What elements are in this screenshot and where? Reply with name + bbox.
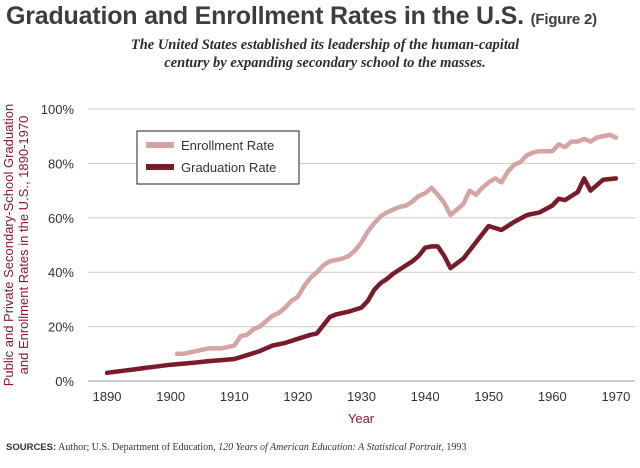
y-tick-label: 60% (48, 211, 74, 226)
y-axis-ticks: 0% 20% 40% 60% 80% 100% (41, 102, 75, 389)
series-lines (104, 132, 619, 376)
legend-label-enrollment: Enrollment Rate (181, 138, 274, 153)
chart-subtitle: The United States established its leader… (60, 36, 590, 72)
series-line-graduation (104, 176, 619, 376)
sources-label: SOURCES: (6, 442, 57, 453)
x-tick-label: 1950 (474, 389, 503, 404)
legend-box (136, 130, 300, 185)
x-tick-label: 1960 (538, 389, 567, 404)
x-tick-label: 1940 (411, 389, 440, 404)
series-line-enrollment (174, 132, 619, 357)
legend-label-graduation: Graduation Rate (181, 160, 276, 175)
y-tick-label: 40% (48, 265, 74, 280)
y-tick-label: 80% (48, 156, 74, 171)
x-axis-ticks: 1890 1900 1910 1920 1930 1940 1950 1960 1970 (93, 389, 631, 404)
y-tick-label: 100% (41, 102, 75, 117)
gridlines (88, 108, 635, 382)
x-axis-title: Year (348, 411, 375, 426)
x-tick-label: 1930 (347, 389, 376, 404)
subtitle-line-1: The United States established its leader… (130, 37, 520, 53)
chart-title-text: Graduation and Enrollment Rates in the U… (6, 2, 524, 30)
x-tick-label: 1910 (220, 389, 249, 404)
subtitle-line-2: century by expanding secondary school to… (164, 55, 486, 71)
x-tick-label: 1970 (601, 389, 630, 404)
sources-note: SOURCES: Author; U.S. Department of Educ… (6, 442, 466, 453)
sources-book: 120 Years of American Education: A Stati… (218, 442, 442, 453)
y-tick-label: 0% (55, 374, 74, 389)
x-tick-label: 1920 (283, 389, 312, 404)
x-tick-label: 1900 (156, 389, 185, 404)
sources-text: Author; U.S. Department of Education, (58, 442, 216, 453)
y-tick-label: 20% (48, 320, 74, 335)
legend: Enrollment Rate Graduation Rate (136, 130, 300, 185)
y-axis-title-line-1: Public and Private Secondary-School Grad… (1, 104, 16, 387)
chart-title: Graduation and Enrollment Rates in the U… (6, 2, 597, 31)
x-tick-label: 1890 (93, 389, 122, 404)
y-axis-title-line-2: and Enrollment Rates in the U.S., 1890-1… (16, 116, 31, 375)
sources-year: , 1993 (441, 442, 467, 453)
y-axis-title: Public and Private Secondary-School Grad… (1, 104, 31, 387)
figure-label: (Figure 2) (530, 11, 598, 28)
